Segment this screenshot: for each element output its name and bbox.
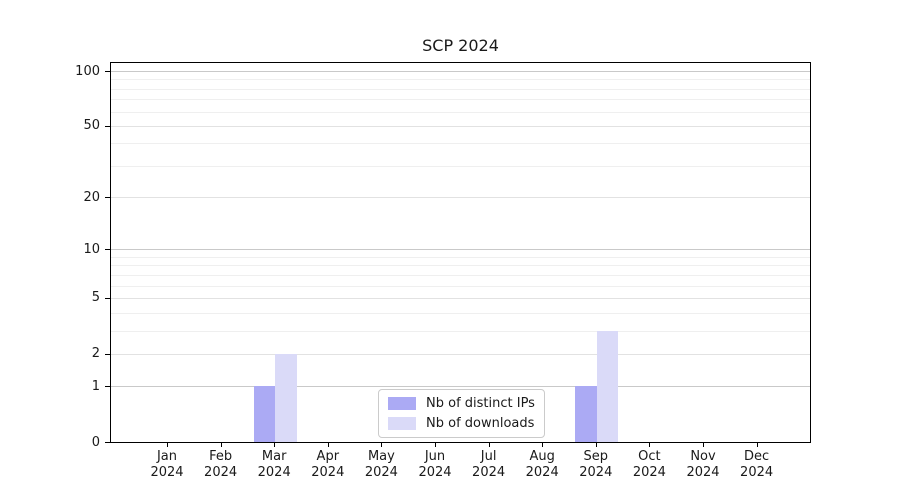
y-tick-mark <box>105 249 110 251</box>
x-tick-year: 2024 <box>150 465 184 480</box>
x-tick-month: Jan <box>156 449 178 464</box>
x-tick-mark <box>488 443 490 447</box>
y-tick-mark <box>105 125 110 127</box>
gridline-major <box>111 71 810 72</box>
y-tick-mark <box>105 442 110 443</box>
gridline-labeled <box>111 125 810 127</box>
gridline-minor <box>111 312 810 314</box>
gridline-minor <box>111 88 810 90</box>
gridline-minor <box>111 79 810 81</box>
x-tick-mark <box>542 443 544 447</box>
y-tick-label: 100 <box>75 63 100 79</box>
x-tick-year: 2024 <box>632 465 666 480</box>
x-tick-label: May 2024 <box>341 449 421 481</box>
x-tick-mark <box>381 443 383 447</box>
gridline-minor <box>111 99 810 101</box>
gridline-minor <box>111 143 810 145</box>
y-tick-label: 5 <box>91 290 100 306</box>
x-tick-label: Oct 2024 <box>609 449 689 481</box>
x-tick-label: Feb 2024 <box>181 449 261 481</box>
y-tick-label: 2 <box>91 346 100 362</box>
legend: Nb of distinct IPs Nb of downloads <box>378 389 545 438</box>
x-tick-month: Feb <box>209 449 233 464</box>
x-tick-year: 2024 <box>257 465 291 480</box>
x-tick-mark <box>756 443 758 447</box>
x-tick-label: Sep 2024 <box>556 449 636 481</box>
bar-distinct-ips <box>253 386 276 442</box>
x-tick-label: Aug 2024 <box>502 449 582 481</box>
gridline-major <box>111 249 810 251</box>
x-tick-year: 2024 <box>740 465 774 480</box>
x-tick-mark <box>327 443 329 447</box>
x-tick-month: Dec <box>744 449 770 464</box>
x-tick-month: Jun <box>424 449 446 464</box>
x-tick-mark <box>435 443 436 447</box>
x-tick-year: 2024 <box>579 465 613 480</box>
bar-distinct-ips <box>575 386 597 442</box>
gridline-major <box>111 386 810 388</box>
x-tick-month: May <box>367 449 395 464</box>
x-tick-year: 2024 <box>472 465 506 480</box>
y-tick-label: 10 <box>83 241 100 257</box>
gridline-minor <box>111 330 810 332</box>
y-tick-mark <box>105 197 110 199</box>
y-tick-label: 0 <box>91 434 100 450</box>
x-tick-year: 2024 <box>364 465 398 480</box>
x-tick-mark <box>649 443 651 447</box>
x-tick-year: 2024 <box>686 465 720 480</box>
x-tick-mark <box>220 443 222 447</box>
legend-label-distinct-ips: Nb of distinct IPs <box>426 396 535 411</box>
gridline-minor <box>111 256 810 258</box>
legend-swatch-distinct-ips <box>388 397 416 410</box>
gridline-minor <box>111 274 810 276</box>
gridline-minor <box>111 285 810 287</box>
y-tick-mark <box>105 386 110 388</box>
y-tick-label: 50 <box>83 118 100 134</box>
x-tick-month: Oct <box>638 449 661 464</box>
x-tick-mark <box>703 443 704 447</box>
legend-item-downloads: Nb of downloads <box>388 416 535 431</box>
plot-area <box>110 62 811 443</box>
gridline-minor <box>111 165 810 167</box>
bar-downloads <box>275 353 297 442</box>
x-tick-label: Jun 2024 <box>395 449 475 481</box>
x-tick-label: Dec 2024 <box>717 449 797 481</box>
legend-item-distinct-ips: Nb of distinct IPs <box>388 396 535 411</box>
x-tick-year: 2024 <box>418 465 452 480</box>
x-tick-label: Apr 2024 <box>288 449 368 481</box>
x-tick-label: Mar 2024 <box>234 449 314 481</box>
gridline-minor <box>111 111 810 113</box>
bar-downloads <box>596 330 619 442</box>
x-tick-label: Nov 2024 <box>663 449 743 481</box>
gridline-minor <box>111 265 810 267</box>
gridline-labeled <box>111 297 810 299</box>
x-tick-month: Sep <box>583 449 609 464</box>
x-tick-year: 2024 <box>204 465 238 480</box>
x-tick-month: Nov <box>690 449 716 464</box>
y-tick-mark <box>105 71 110 72</box>
y-tick-label: 20 <box>83 189 100 205</box>
x-tick-mark <box>274 443 276 447</box>
y-tick-label: 1 <box>91 378 100 394</box>
legend-label-downloads: Nb of downloads <box>426 416 535 431</box>
x-tick-label: Jan 2024 <box>127 449 207 481</box>
legend-layer: Nb of distinct IPs Nb of downloads <box>110 62 811 443</box>
x-tick-year: 2024 <box>525 465 559 480</box>
chart-title: SCP 2024 <box>422 36 499 55</box>
x-tick-month: Apr <box>316 449 340 464</box>
gridline-labeled <box>111 197 810 199</box>
y-tick-mark <box>105 353 110 355</box>
x-tick-year: 2024 <box>311 465 345 480</box>
x-tick-month: Aug <box>529 449 555 464</box>
x-tick-label: Jul 2024 <box>449 449 529 481</box>
x-tick-month: Jul <box>480 449 497 464</box>
x-tick-month: Mar <box>261 449 287 464</box>
legend-swatch-downloads <box>388 417 416 430</box>
gridline-labeled <box>111 353 810 355</box>
x-tick-mark <box>167 443 168 447</box>
x-tick-mark <box>595 443 597 447</box>
y-tick-mark <box>105 297 110 299</box>
